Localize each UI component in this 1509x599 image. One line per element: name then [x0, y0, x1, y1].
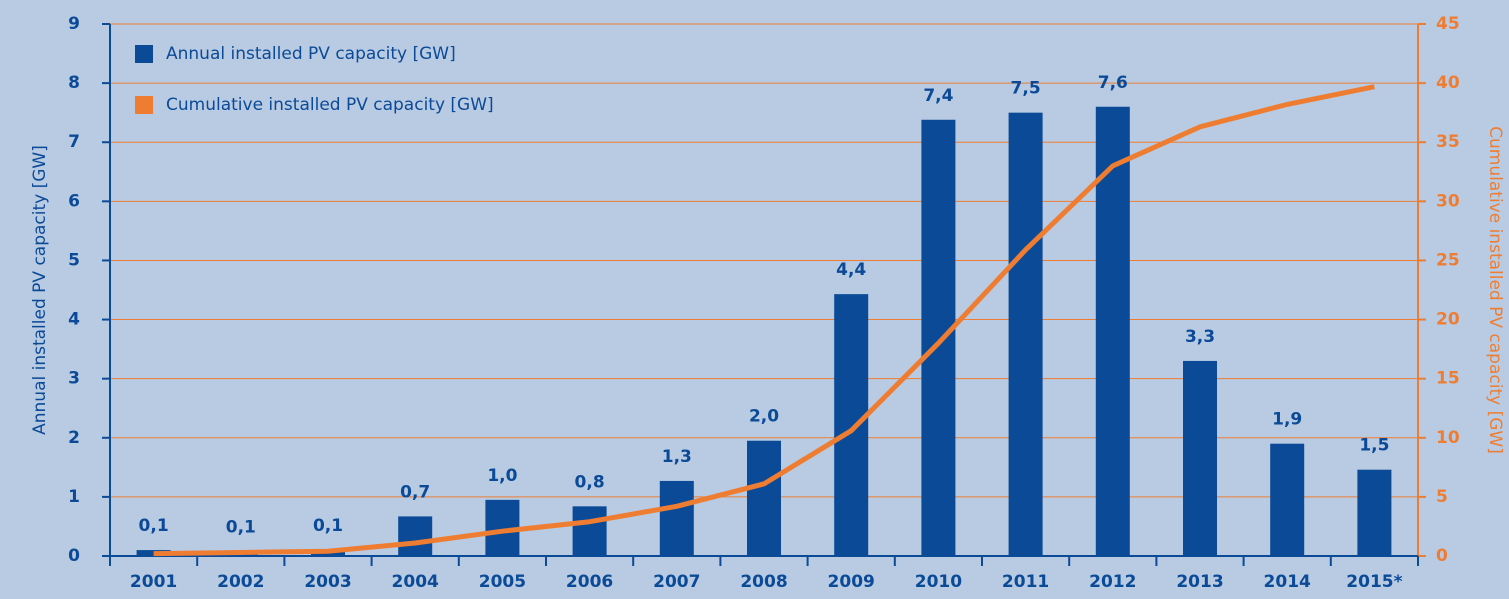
data-label: 0,1	[313, 516, 343, 536]
legend-swatch	[135, 96, 153, 114]
bar	[1270, 443, 1305, 556]
y-tick-label: 1	[68, 487, 80, 507]
bar	[1183, 360, 1217, 556]
y-axis-title: Annual installed PV capacity [GW]	[30, 145, 50, 435]
x-tick-label: 2014	[1264, 572, 1311, 592]
bar	[659, 480, 694, 556]
x-tick-label: 2010	[915, 572, 962, 592]
data-label: 1,9	[1272, 410, 1302, 430]
y2-tick-label: 0	[1436, 546, 1448, 566]
y2-tick-label: 40	[1436, 73, 1460, 93]
bar	[1008, 112, 1043, 557]
y-tick-label: 7	[68, 132, 80, 152]
x-tick-label: 2006	[566, 572, 613, 592]
y-tick-label: 9	[68, 14, 80, 34]
data-label: 7,5	[1011, 79, 1041, 99]
line	[153, 84, 1375, 557]
x-tick-label: 2003	[304, 572, 351, 592]
x-tick-label: 2004	[392, 572, 439, 592]
data-label: 3,3	[1185, 327, 1215, 347]
y-tick-label: 2	[68, 428, 80, 448]
data-label: 0,1	[139, 516, 169, 536]
x-tick-label: 2001	[130, 572, 177, 592]
data-label: 0,8	[575, 472, 605, 492]
y2-tick-label: 25	[1436, 250, 1460, 270]
y2-tick-label: 20	[1436, 310, 1460, 330]
bar	[747, 440, 781, 556]
x-tick-label: 2002	[217, 572, 264, 592]
bar	[398, 516, 433, 556]
data-label: 0,7	[400, 482, 430, 502]
data-label: 7,6	[1098, 73, 1128, 93]
legend-label: Cumulative installed PV capacity [GW]	[166, 95, 494, 115]
legend-swatch	[135, 45, 153, 63]
x-tick-label: 2008	[740, 572, 787, 592]
x-tick-label: 2015*	[1346, 572, 1402, 592]
y-tick-label: 4	[68, 310, 80, 330]
x-tick-label: 2009	[828, 572, 875, 592]
y2-tick-label: 15	[1436, 369, 1460, 389]
bar	[834, 294, 869, 556]
y2-tick-label: 5	[1436, 487, 1448, 507]
x-tick-label: 2007	[653, 572, 700, 592]
y-tick-label: 0	[68, 546, 80, 566]
data-label: 1,3	[662, 447, 692, 467]
bar	[572, 506, 607, 556]
y-tick-label: 8	[68, 73, 80, 93]
y2-tick-label: 30	[1436, 191, 1460, 211]
data-label: 1,5	[1359, 436, 1389, 456]
y2-tick-label: 45	[1436, 14, 1460, 34]
y2-tick-label: 10	[1436, 428, 1460, 448]
x-tick-label: 2005	[479, 572, 526, 592]
bar	[1095, 106, 1130, 556]
data-label: 7,4	[923, 86, 953, 106]
legend-label: Annual installed PV capacity [GW]	[166, 44, 456, 64]
x-tick-label: 2013	[1176, 572, 1223, 592]
bar	[1357, 469, 1392, 556]
x-tick-label: 2011	[1002, 572, 1049, 592]
bar	[921, 119, 956, 556]
y-tick-label: 5	[68, 250, 80, 270]
y2-axis-title: Cumulative installed PV capacity [GW]	[1485, 126, 1505, 454]
data-label: 4,4	[836, 260, 866, 280]
y-tick-label: 3	[68, 369, 80, 389]
data-label: 1,0	[487, 466, 517, 486]
data-label: 0,1	[226, 517, 256, 537]
y2-tick-label: 35	[1436, 132, 1460, 152]
data-label: 2,0	[749, 407, 779, 427]
x-tick-label: 2012	[1089, 572, 1136, 592]
y-tick-label: 6	[68, 191, 80, 211]
